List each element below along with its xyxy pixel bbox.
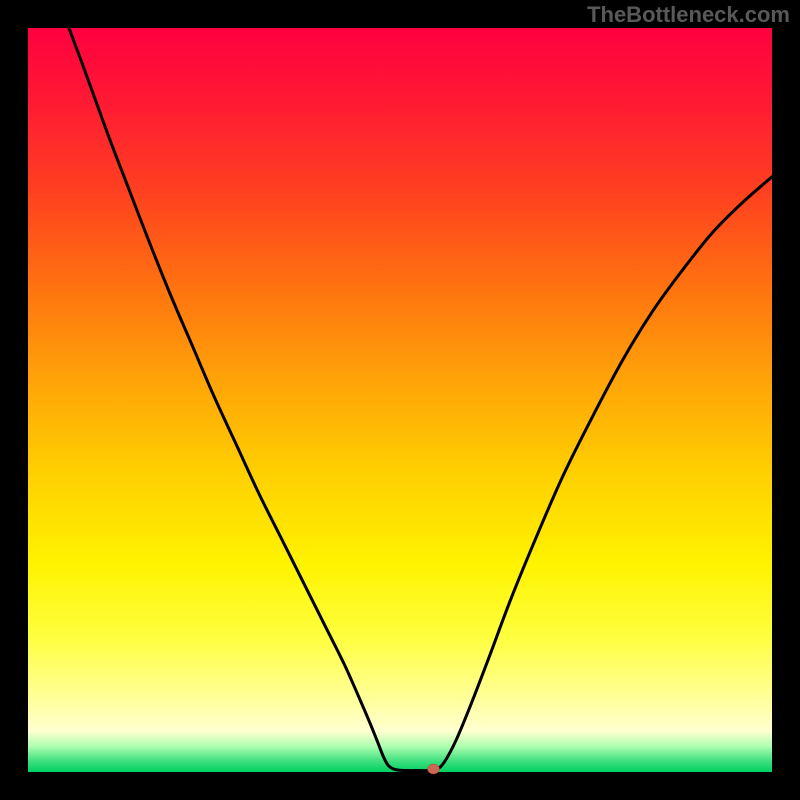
plot-background — [28, 28, 772, 772]
watermark-text: TheBottleneck.com — [587, 2, 790, 28]
chart-container: TheBottleneck.com — [0, 0, 800, 800]
bottleneck-chart — [0, 0, 800, 800]
optimal-point — [427, 764, 439, 774]
